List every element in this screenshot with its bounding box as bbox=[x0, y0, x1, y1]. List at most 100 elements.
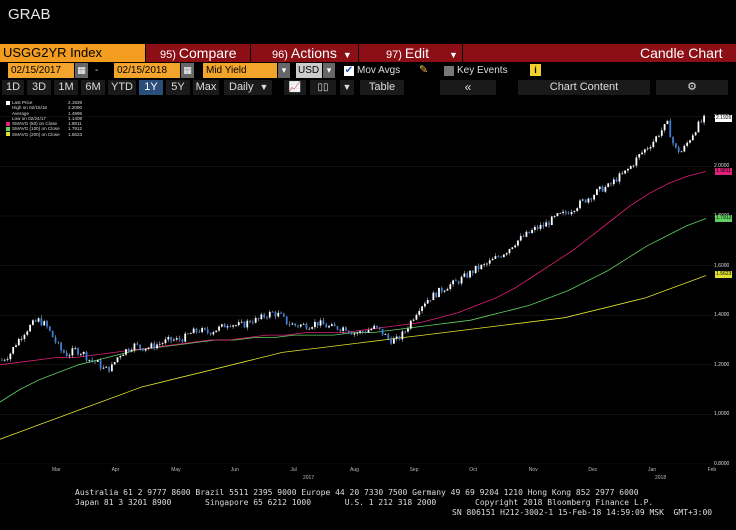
candle-body bbox=[486, 263, 488, 265]
period-button-6m[interactable]: 6M bbox=[81, 80, 105, 95]
legend-swatch bbox=[6, 116, 10, 121]
candle bbox=[68, 353, 71, 359]
candle bbox=[624, 170, 627, 175]
chart-content-button[interactable]: Chart Content bbox=[518, 80, 650, 95]
candle-body bbox=[71, 348, 74, 356]
candle-body bbox=[703, 115, 705, 123]
candle bbox=[243, 321, 246, 328]
frequency-select[interactable]: Daily ▼ bbox=[224, 80, 272, 95]
candle-body bbox=[105, 366, 108, 368]
table-button[interactable]: Table bbox=[360, 80, 404, 95]
candle-body bbox=[220, 324, 223, 327]
candle-body bbox=[142, 348, 144, 351]
candle-body bbox=[345, 327, 347, 331]
ticker-field[interactable]: USGG2YR Index bbox=[0, 44, 145, 62]
field-dropdown-icon[interactable]: ▾ bbox=[278, 63, 290, 78]
candle-chart-icon[interactable]: ▯▯ bbox=[310, 80, 336, 95]
candle-body bbox=[615, 179, 618, 182]
candle bbox=[246, 319, 249, 331]
candle bbox=[517, 240, 519, 248]
collapse-icon[interactable]: « bbox=[440, 80, 496, 95]
candle bbox=[274, 310, 277, 320]
period-button-3d[interactable]: 3D bbox=[27, 80, 51, 95]
candle bbox=[40, 315, 43, 326]
period-button-1d[interactable]: 1D bbox=[2, 80, 24, 95]
candle-body bbox=[669, 120, 672, 138]
period-button-5y[interactable]: 5Y bbox=[166, 80, 190, 95]
candle bbox=[356, 331, 359, 336]
period-button-ytd[interactable]: YTD bbox=[108, 80, 136, 95]
candle bbox=[133, 342, 136, 353]
end-date-field[interactable]: 02/15/2018 bbox=[114, 63, 180, 78]
gear-icon[interactable]: ⚙ bbox=[656, 80, 728, 95]
price-chart[interactable] bbox=[0, 97, 712, 464]
candle bbox=[263, 312, 266, 319]
candle-body bbox=[170, 336, 172, 341]
candle-body bbox=[565, 211, 567, 214]
candle bbox=[142, 348, 144, 352]
year-label: 2018 bbox=[655, 475, 667, 481]
field-select[interactable]: Mid Yield bbox=[203, 63, 277, 78]
x-tick-label: Apr bbox=[111, 467, 120, 473]
candle-body bbox=[68, 355, 71, 357]
period-button-1m[interactable]: 1M bbox=[54, 80, 78, 95]
candle-body bbox=[274, 311, 277, 317]
candle-body bbox=[660, 130, 663, 136]
candle bbox=[590, 197, 593, 203]
currency-select[interactable]: USD bbox=[296, 63, 322, 78]
candle bbox=[689, 139, 691, 144]
y-axis-labels: 2.20002.00001.80001.60001.40001.20001.00… bbox=[712, 97, 736, 467]
candle-body bbox=[359, 331, 361, 333]
period-button-max[interactable]: Max bbox=[193, 80, 219, 95]
calendar-icon[interactable]: ▦ bbox=[75, 63, 88, 78]
key-events-checkbox[interactable] bbox=[444, 66, 454, 76]
candle bbox=[570, 209, 573, 217]
candle bbox=[452, 279, 454, 287]
chart-style-dropdown-icon[interactable]: ▼ bbox=[340, 80, 354, 95]
candle bbox=[1, 358, 3, 361]
mov-avgs-checkbox[interactable]: ✔ bbox=[344, 65, 354, 76]
edit-menu[interactable]: 97) Edit ▼ bbox=[386, 44, 458, 62]
candle-body bbox=[443, 290, 446, 292]
line-chart-icon[interactable]: 📈 bbox=[284, 80, 306, 95]
candle bbox=[612, 177, 615, 187]
info-icon[interactable]: i bbox=[530, 64, 541, 76]
candle-body bbox=[342, 327, 345, 331]
candle-body bbox=[658, 135, 660, 137]
candle bbox=[401, 329, 404, 342]
start-date-field[interactable]: 02/15/2017 bbox=[8, 63, 74, 78]
candle bbox=[32, 319, 34, 326]
candle bbox=[373, 323, 376, 330]
candle bbox=[378, 327, 381, 331]
period-button-1y[interactable]: 1Y bbox=[139, 80, 163, 95]
candle bbox=[700, 119, 703, 124]
candle bbox=[514, 243, 517, 249]
actions-menu[interactable]: 96) Actions ▼ bbox=[272, 44, 352, 62]
candle bbox=[85, 350, 88, 363]
candle bbox=[57, 341, 60, 345]
candle-body bbox=[519, 236, 522, 241]
compare-menu[interactable]: 95) Compare bbox=[160, 44, 237, 62]
chart-type-label[interactable]: Candle Chart bbox=[640, 45, 723, 61]
calendar-icon[interactable]: ▦ bbox=[181, 63, 194, 78]
candle-body bbox=[576, 208, 579, 211]
candle-body bbox=[424, 303, 426, 307]
candle-body bbox=[652, 141, 655, 148]
candle-body bbox=[392, 338, 395, 344]
candle bbox=[167, 335, 170, 342]
candle bbox=[294, 323, 297, 327]
candle-body bbox=[697, 121, 700, 133]
candle-body bbox=[156, 344, 158, 349]
candle bbox=[79, 352, 82, 357]
candle bbox=[477, 263, 480, 273]
candle-body bbox=[187, 333, 189, 335]
candle-body bbox=[438, 287, 440, 298]
candle-body bbox=[505, 253, 508, 255]
candle bbox=[550, 215, 553, 226]
pencil-icon[interactable]: ✎ bbox=[419, 64, 429, 76]
candle bbox=[325, 322, 328, 328]
currency-dropdown-icon[interactable]: ▾ bbox=[323, 63, 335, 78]
candle-body bbox=[257, 318, 260, 320]
candle-body bbox=[311, 327, 313, 329]
candle-body bbox=[65, 352, 68, 357]
